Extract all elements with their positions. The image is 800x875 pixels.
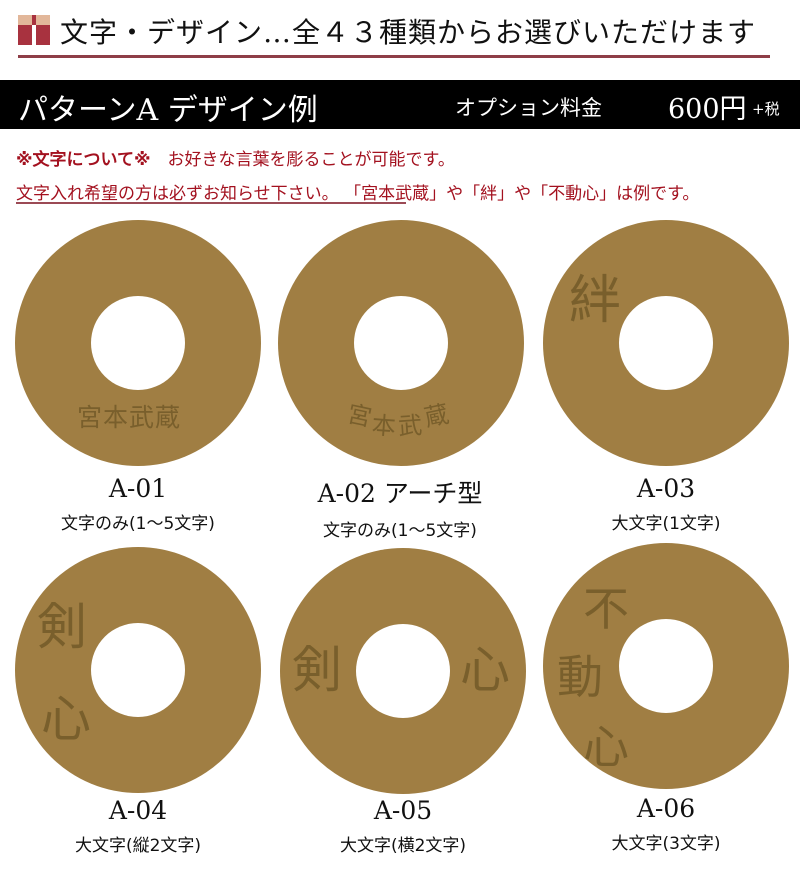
pattern-title: パターンA デザイン例 [18,93,318,128]
engraving-char: 動 [557,650,603,704]
note-underline [16,202,406,204]
engraving-char: 武 [397,411,424,441]
design-code: A-04 [108,796,168,825]
design-a04-disk[interactable]: 剣 心 [15,547,261,793]
disk-hole [619,296,713,390]
engraving-char: 心 [41,690,91,748]
disk-hole [356,624,450,718]
note-text-underlined: 文字入れ希望の方は必ずお知らせ下さい。 [16,184,339,204]
engraving-char: 絆 [569,271,622,331]
design-a03-disk[interactable]: 絆 [543,220,789,466]
design-a01-label: A-01 文字のみ(1〜5文字) [8,474,268,534]
tax-label: +税 [752,100,780,118]
title-divider [18,55,770,58]
engraving-char: 心 [460,641,510,699]
note-line-1: ※文字について※ お好きな言葉を彫ることが可能です。 [16,145,455,170]
design-a02-label: A-02 アーチ型文字のみ(1〜5文字) [270,474,530,541]
design-desc: 大文字(1文字) [611,514,721,534]
design-a06-label: A-06 大文字(3文字) [536,794,796,854]
engraving-char: 剣 [37,598,87,656]
design-a05-label: A-05 大文字(横2文字) [273,796,533,856]
engraving-char: 不 [583,582,629,636]
design-desc: 文字のみ(1〜5文字) [323,521,477,541]
design-desc: 大文字(横2文字) [339,836,467,856]
design-code: A-01 [108,474,168,503]
design-desc: 文字のみ(1〜5文字) [61,514,215,534]
engraving-char: 剣 [292,641,342,699]
design-a06-disk[interactable]: 不 動 心 [543,543,789,789]
note-heading: ※文字について※ [16,150,151,170]
design-code: A-03 [636,474,696,503]
header-logo-icon [18,15,50,45]
disk-hole [354,296,448,390]
disk-hole [619,619,713,713]
design-desc: 大文字(3文字) [611,834,721,854]
design-a03-label: A-03 大文字(1文字) [536,474,796,534]
design-a01-disk[interactable]: 宮本武蔵 [15,220,261,466]
note-text-2: 「宮本武蔵」や「絆」や「不動心」は例です。 [344,184,700,204]
engraving-char: 本 [370,411,397,441]
engraving-char: 心 [583,720,629,774]
disk-hole [91,623,185,717]
engraving-text: 宮本武蔵 [77,403,182,432]
note-line-2: 文字入れ希望の方は必ずお知らせ下さい。 「宮本武蔵」や「絆」や「不動心」は例です… [16,179,699,204]
option-fee-label: オプション料金 [455,96,602,120]
option-price: 600円 [668,94,747,125]
design-code: A-02 アーチ型 [317,479,483,508]
design-code: A-05 [373,796,433,825]
engraving-char: 蔵 [421,399,452,433]
design-a02-disk[interactable]: 宮 本 武 蔵 [278,220,524,466]
note-text-1: お好きな言葉を彫ることが可能です。 [167,150,455,170]
design-a05-disk[interactable]: 剣 心 [280,548,526,794]
page-title: 文字・デザイン…全４３種類からお選びいただけます [60,16,757,49]
design-code: A-06 [636,794,696,823]
pattern-header-band: パターンA デザイン例 オプション料金 600円 +税 [0,80,800,129]
design-desc: 大文字(縦2文字) [74,836,202,856]
disk-hole [91,296,185,390]
design-a04-label: A-04 大文字(縦2文字) [8,796,268,856]
